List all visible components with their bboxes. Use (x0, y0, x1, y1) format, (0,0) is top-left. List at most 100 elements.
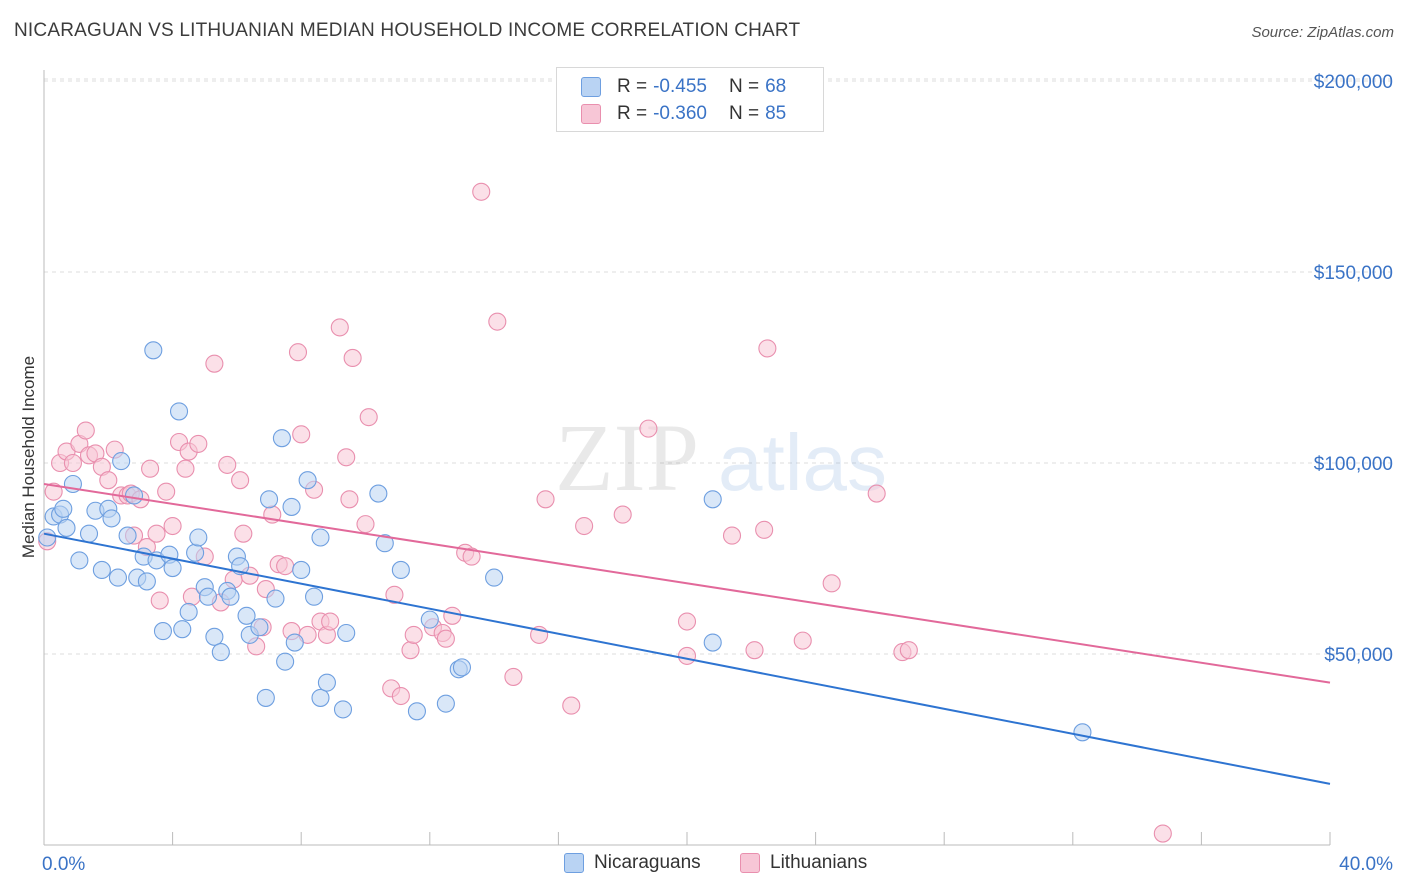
lithuanians-point (613, 505, 632, 524)
legend-r-value: -0.360 (653, 103, 707, 124)
nicaraguans-point (124, 486, 144, 505)
lithuanians-point (462, 547, 481, 566)
x-tick-label: 0.0% (42, 854, 85, 875)
lithuanians-point (343, 348, 362, 368)
nicaraguans-point (54, 499, 73, 518)
nicaraguans-point (333, 700, 353, 719)
lithuanians-point (385, 585, 404, 604)
nicaraguans-point (186, 543, 205, 562)
lithuanians-point (575, 516, 594, 536)
nicaraguans-point (703, 490, 722, 509)
lithuanians-point (176, 459, 195, 478)
lithuanians-point (899, 641, 918, 660)
nicaraguans-point (169, 402, 189, 421)
nicaraguans-point (79, 524, 99, 543)
lithuanians-point (321, 612, 340, 631)
lithuanians-point (722, 526, 742, 545)
lithuanians-point (793, 631, 812, 650)
bottom-legend-lithuanians: Lithuanians (740, 852, 867, 874)
lithuanians-point (356, 515, 375, 534)
lithuanians-point (488, 312, 507, 331)
axes (43, 70, 1331, 846)
y-tick-label: $200,000 (1314, 72, 1393, 93)
lithuanians-point (147, 524, 166, 543)
x-tick-label: 40.0% (1339, 854, 1393, 875)
nicaraguans-point (70, 551, 89, 570)
nicaraguans-point (311, 688, 330, 707)
legend-r-label: R = (617, 103, 648, 124)
nicaraguans-point (452, 658, 472, 677)
lithuanians-point (234, 524, 253, 543)
legend-r-label: R = (617, 76, 648, 97)
bottom-legend-label: Nicaraguans (594, 852, 701, 873)
lithuanians-point (63, 453, 82, 473)
lithuanians-point (758, 339, 777, 358)
lithuanians-point (231, 471, 250, 490)
nicaraguans-point (211, 643, 230, 662)
nicaraguans-point (420, 610, 439, 629)
lithuanians-point (401, 641, 420, 660)
nicaraguans-point (337, 623, 356, 643)
legend-n-label: N = (728, 103, 760, 124)
chart-title: NICARAGUAN VS LITHUANIAN MEDIAN HOUSEHOL… (14, 20, 801, 41)
lithuanians-point (340, 490, 359, 509)
lithuanians-point (330, 318, 349, 337)
lithuanians-point (359, 408, 378, 427)
lithuanians-point (337, 448, 356, 467)
lithuanians-point (276, 557, 295, 576)
nicaraguans-point (285, 633, 304, 652)
legend-swatch-blue (581, 77, 601, 97)
lithuanians-point (1153, 824, 1172, 843)
y-axis-label: Median Household Income (19, 356, 38, 558)
nicaraguans-point (118, 526, 137, 545)
nicaraguans-point (298, 471, 317, 490)
bottom-legend-swatch-pink (740, 853, 760, 873)
legend-n-label: N = (728, 76, 760, 97)
nicaraguans-point (266, 589, 285, 608)
lithuanians-point (391, 686, 410, 706)
legend-row-lithuanians: R = -0.360 N = 85 (581, 103, 786, 125)
lithuanians-point (218, 455, 237, 474)
y-tick-label: $150,000 (1314, 263, 1393, 284)
lithuanians-point (141, 459, 160, 478)
lithuanians-point (867, 484, 886, 503)
nicaraguans-point (391, 560, 410, 580)
nicaraguans-point (102, 509, 121, 528)
lithuanians-point (292, 425, 311, 444)
lithuanians-point (562, 696, 581, 715)
nicaraguans-point (92, 560, 111, 580)
nicaraguans-point (292, 560, 311, 580)
lithuanians-trend-line (43, 483, 1331, 684)
lithuanians-point (755, 520, 774, 539)
nicaraguans-point (256, 688, 275, 707)
nicaraguans-point (311, 528, 330, 547)
nicaraguans-point (205, 627, 224, 646)
legend-n-value: 85 (765, 103, 787, 124)
nicaraguans-point (375, 534, 394, 553)
nicaraguans-point (282, 497, 301, 516)
lithuanians-point (536, 490, 555, 509)
lithuanians-point (677, 646, 697, 665)
lithuanians-point (472, 182, 491, 201)
source-label: Source: ZipAtlas.com (1251, 24, 1394, 41)
lithuanians-point (404, 625, 423, 644)
watermark: ZIP atlas (555, 404, 887, 511)
lithuanians-point (44, 482, 63, 501)
lithuanians-point (822, 574, 841, 593)
nicaraguans-point (317, 673, 336, 692)
y-tick-label: $50,000 (1324, 645, 1393, 666)
nicaraguans-point (38, 528, 57, 547)
y-tick-label: $100,000 (1314, 454, 1393, 475)
nicaraguans-point (173, 620, 192, 639)
lithuanians-point (639, 419, 658, 438)
nicaraguans-point (112, 452, 131, 471)
lithuanians-point (157, 482, 176, 501)
legend-n-value: 68 (765, 76, 787, 97)
nicaraguans-point (221, 587, 240, 606)
bottom-legend-swatch-blue (564, 853, 584, 873)
nicaraguans-point (179, 602, 198, 622)
watermark-zip: ZIP (555, 404, 699, 511)
nicaraguans-point (189, 528, 208, 547)
nicaraguans-point (1073, 723, 1092, 742)
lithuanians-point (436, 629, 455, 648)
